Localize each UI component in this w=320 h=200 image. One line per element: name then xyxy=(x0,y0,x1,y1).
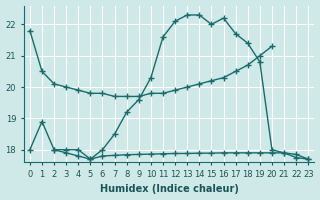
X-axis label: Humidex (Indice chaleur): Humidex (Indice chaleur) xyxy=(100,184,238,194)
